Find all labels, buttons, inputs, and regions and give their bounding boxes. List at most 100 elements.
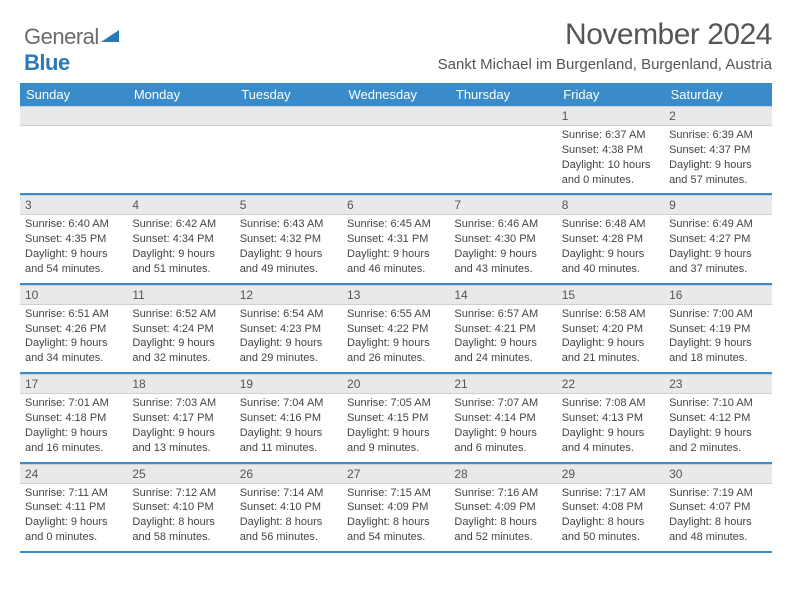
day-number: 29 xyxy=(557,464,664,484)
day-number: 11 xyxy=(127,285,234,305)
day-number: 26 xyxy=(235,464,342,484)
sunrise-text: Sunrise: 7:16 AM xyxy=(454,486,551,501)
calendar-day-cell: 1Sunrise: 6:37 AMSunset: 4:38 PMDaylight… xyxy=(557,106,664,194)
day-number-bar xyxy=(20,106,127,126)
daylight-text-2: and 24 minutes. xyxy=(454,351,551,366)
calendar-day-cell: 4Sunrise: 6:42 AMSunset: 4:34 PMDaylight… xyxy=(127,194,234,283)
sunrise-text: Sunrise: 6:57 AM xyxy=(454,307,551,322)
sunset-text: Sunset: 4:11 PM xyxy=(25,500,122,515)
sunrise-text: Sunrise: 6:51 AM xyxy=(25,307,122,322)
daylight-text-2: and 51 minutes. xyxy=(132,262,229,277)
day-body: Sunrise: 6:55 AMSunset: 4:22 PMDaylight:… xyxy=(342,305,449,372)
calendar-day-cell: 17Sunrise: 7:01 AMSunset: 4:18 PMDayligh… xyxy=(20,373,127,462)
daylight-text-1: Daylight: 8 hours xyxy=(454,515,551,530)
daylight-text-1: Daylight: 8 hours xyxy=(562,515,659,530)
weekday-header: Wednesday xyxy=(342,83,449,106)
sunrise-text: Sunrise: 6:48 AM xyxy=(562,217,659,232)
day-body xyxy=(20,126,127,186)
sunset-text: Sunset: 4:37 PM xyxy=(669,143,766,158)
daylight-text-2: and 16 minutes. xyxy=(25,441,122,456)
daylight-text-2: and 11 minutes. xyxy=(240,441,337,456)
calendar-day-cell: 5Sunrise: 6:43 AMSunset: 4:32 PMDaylight… xyxy=(235,194,342,283)
daylight-text-2: and 40 minutes. xyxy=(562,262,659,277)
sunset-text: Sunset: 4:17 PM xyxy=(132,411,229,426)
sunrise-text: Sunrise: 6:40 AM xyxy=(25,217,122,232)
daylight-text-1: Daylight: 9 hours xyxy=(132,247,229,262)
sunrise-text: Sunrise: 7:12 AM xyxy=(132,486,229,501)
sunset-text: Sunset: 4:12 PM xyxy=(669,411,766,426)
daylight-text-2: and 13 minutes. xyxy=(132,441,229,456)
day-body: Sunrise: 7:16 AMSunset: 4:09 PMDaylight:… xyxy=(449,484,556,551)
daylight-text-1: Daylight: 9 hours xyxy=(347,247,444,262)
sunset-text: Sunset: 4:22 PM xyxy=(347,322,444,337)
calendar-day-cell xyxy=(127,106,234,194)
calendar-week-row: 10Sunrise: 6:51 AMSunset: 4:26 PMDayligh… xyxy=(20,284,772,373)
daylight-text-1: Daylight: 9 hours xyxy=(347,426,444,441)
daylight-text-2: and 0 minutes. xyxy=(25,530,122,545)
day-number: 16 xyxy=(664,285,771,305)
day-number: 15 xyxy=(557,285,664,305)
day-number: 18 xyxy=(127,374,234,394)
day-number: 7 xyxy=(449,195,556,215)
daylight-text-1: Daylight: 9 hours xyxy=(669,336,766,351)
calendar-day-cell: 22Sunrise: 7:08 AMSunset: 4:13 PMDayligh… xyxy=(557,373,664,462)
calendar-week-row: 3Sunrise: 6:40 AMSunset: 4:35 PMDaylight… xyxy=(20,194,772,283)
sunset-text: Sunset: 4:16 PM xyxy=(240,411,337,426)
sunrise-text: Sunrise: 6:54 AM xyxy=(240,307,337,322)
day-number: 30 xyxy=(664,464,771,484)
calendar-day-cell: 18Sunrise: 7:03 AMSunset: 4:17 PMDayligh… xyxy=(127,373,234,462)
calendar-day-cell: 16Sunrise: 7:00 AMSunset: 4:19 PMDayligh… xyxy=(664,284,771,373)
day-body: Sunrise: 7:12 AMSunset: 4:10 PMDaylight:… xyxy=(127,484,234,551)
calendar-day-cell: 14Sunrise: 6:57 AMSunset: 4:21 PMDayligh… xyxy=(449,284,556,373)
sunrise-text: Sunrise: 7:14 AM xyxy=(240,486,337,501)
day-number: 2 xyxy=(664,106,771,126)
day-number: 17 xyxy=(20,374,127,394)
day-number: 25 xyxy=(127,464,234,484)
sunset-text: Sunset: 4:24 PM xyxy=(132,322,229,337)
calendar-day-cell: 2Sunrise: 6:39 AMSunset: 4:37 PMDaylight… xyxy=(664,106,771,194)
weekday-header-row: Sunday Monday Tuesday Wednesday Thursday… xyxy=(20,83,772,106)
day-body: Sunrise: 7:15 AMSunset: 4:09 PMDaylight:… xyxy=(342,484,449,551)
sunrise-text: Sunrise: 7:11 AM xyxy=(25,486,122,501)
day-body: Sunrise: 7:01 AMSunset: 4:18 PMDaylight:… xyxy=(20,394,127,461)
sunset-text: Sunset: 4:19 PM xyxy=(669,322,766,337)
sunset-text: Sunset: 4:31 PM xyxy=(347,232,444,247)
logo-word1: General xyxy=(24,24,99,49)
daylight-text-2: and 37 minutes. xyxy=(669,262,766,277)
day-number: 14 xyxy=(449,285,556,305)
sunset-text: Sunset: 4:18 PM xyxy=(25,411,122,426)
sunrise-text: Sunrise: 6:42 AM xyxy=(132,217,229,232)
sunrise-text: Sunrise: 7:10 AM xyxy=(669,396,766,411)
sunset-text: Sunset: 4:08 PM xyxy=(562,500,659,515)
sunset-text: Sunset: 4:34 PM xyxy=(132,232,229,247)
calendar-week-row: 24Sunrise: 7:11 AMSunset: 4:11 PMDayligh… xyxy=(20,463,772,552)
calendar-day-cell xyxy=(235,106,342,194)
daylight-text-2: and 54 minutes. xyxy=(25,262,122,277)
day-body: Sunrise: 7:05 AMSunset: 4:15 PMDaylight:… xyxy=(342,394,449,461)
sunrise-text: Sunrise: 7:07 AM xyxy=(454,396,551,411)
day-body: Sunrise: 6:49 AMSunset: 4:27 PMDaylight:… xyxy=(664,215,771,282)
daylight-text-2: and 50 minutes. xyxy=(562,530,659,545)
sunrise-text: Sunrise: 7:01 AM xyxy=(25,396,122,411)
logo-word2: Blue xyxy=(24,50,70,75)
logo-triangle-icon xyxy=(101,24,121,50)
daylight-text-1: Daylight: 9 hours xyxy=(454,336,551,351)
daylight-text-2: and 57 minutes. xyxy=(669,173,766,188)
calendar-day-cell: 6Sunrise: 6:45 AMSunset: 4:31 PMDaylight… xyxy=(342,194,449,283)
daylight-text-2: and 6 minutes. xyxy=(454,441,551,456)
day-body: Sunrise: 6:37 AMSunset: 4:38 PMDaylight:… xyxy=(557,126,664,193)
sunrise-text: Sunrise: 7:17 AM xyxy=(562,486,659,501)
daylight-text-2: and 49 minutes. xyxy=(240,262,337,277)
calendar-day-cell: 23Sunrise: 7:10 AMSunset: 4:12 PMDayligh… xyxy=(664,373,771,462)
day-number: 3 xyxy=(20,195,127,215)
daylight-text-2: and 56 minutes. xyxy=(240,530,337,545)
sunrise-text: Sunrise: 7:08 AM xyxy=(562,396,659,411)
calendar-day-cell: 27Sunrise: 7:15 AMSunset: 4:09 PMDayligh… xyxy=(342,463,449,552)
day-body: Sunrise: 6:48 AMSunset: 4:28 PMDaylight:… xyxy=(557,215,664,282)
calendar-day-cell: 28Sunrise: 7:16 AMSunset: 4:09 PMDayligh… xyxy=(449,463,556,552)
sunrise-text: Sunrise: 6:58 AM xyxy=(562,307,659,322)
weekday-header: Friday xyxy=(557,83,664,106)
day-number: 13 xyxy=(342,285,449,305)
day-number: 23 xyxy=(664,374,771,394)
daylight-text-1: Daylight: 9 hours xyxy=(454,247,551,262)
